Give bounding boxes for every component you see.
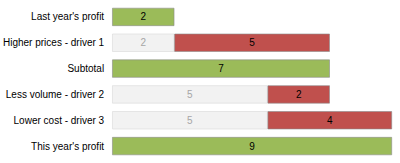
svg-text:Higher prices - driver 1: Higher prices - driver 1 [3,37,105,48]
svg-text:Less volume - driver 2: Less volume - driver 2 [6,89,105,100]
svg-text:7: 7 [218,63,224,74]
svg-text:2: 2 [140,11,146,22]
svg-text:5: 5 [187,115,193,126]
svg-text:Lower cost - driver 3: Lower cost - driver 3 [14,115,105,126]
svg-text:9: 9 [249,141,255,152]
svg-text:4: 4 [327,115,333,126]
svg-text:This year's profit: This year's profit [31,141,104,152]
svg-text:Subtotal: Subtotal [67,63,104,74]
svg-text:5: 5 [187,89,193,100]
svg-text:Last year's profit: Last year's profit [31,11,104,22]
svg-text:2: 2 [296,89,302,100]
svg-text:2: 2 [140,37,146,48]
svg-text:5: 5 [249,37,255,48]
